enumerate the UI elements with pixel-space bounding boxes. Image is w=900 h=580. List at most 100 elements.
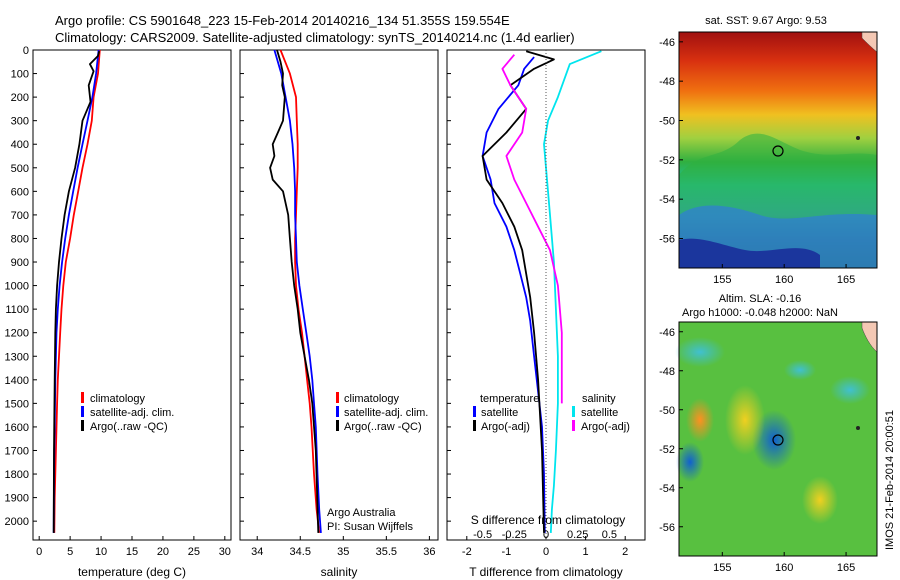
y-tick-label: 400 bbox=[11, 139, 29, 151]
y-tick-label: 1800 bbox=[5, 469, 29, 481]
sla-map-axes: 155 160 165 -46 -48 -50 -52 -54 -56 bbox=[659, 327, 855, 574]
x-tick-label-s: -0.5 bbox=[473, 529, 492, 541]
sst-coldest-water bbox=[679, 238, 820, 268]
y-tick-label: 1300 bbox=[5, 351, 29, 363]
x-tick-label: 155 bbox=[713, 274, 731, 286]
y-tick-label: 100 bbox=[11, 69, 29, 81]
y-tick-label: 2000 bbox=[5, 516, 29, 528]
legend-satellite: satellite-adj. clim. bbox=[344, 407, 428, 419]
difference-panel-frame bbox=[446, 49, 646, 541]
sst-map bbox=[678, 31, 878, 269]
x-tick-label-s: 0.25 bbox=[567, 529, 588, 541]
x-tick-label: 0 bbox=[36, 546, 42, 558]
y-tick-label: 200 bbox=[11, 92, 29, 104]
x-tick-label-s: 0 bbox=[543, 529, 549, 541]
sst-map-axes: 155 160 165 -46 -48 -50 -52 -54 -56 bbox=[659, 37, 855, 286]
y-tick-label: 1500 bbox=[5, 398, 29, 410]
y-tick-label: 600 bbox=[11, 186, 29, 198]
y-tick-label: -52 bbox=[659, 444, 675, 456]
legend-swatch-satellite bbox=[572, 406, 575, 417]
legend-title-salinity: salinity bbox=[582, 393, 616, 405]
legend-argo: Argo(..raw -QC) bbox=[344, 421, 422, 433]
series-line bbox=[273, 49, 322, 533]
x-tick-label-s: -0.25 bbox=[502, 529, 527, 541]
legend-satellite: satellite bbox=[581, 407, 618, 419]
difference-legend-temperature: temperature satellite Argo(-adj) bbox=[473, 393, 539, 433]
legend-swatch-satellite bbox=[473, 406, 476, 417]
sla-anomaly-low bbox=[676, 442, 704, 482]
argo-float-marker bbox=[772, 434, 784, 446]
temperature-plot: 0100200300400500600700800900100011001200… bbox=[5, 45, 231, 558]
legend-argo: Argo(-adj) bbox=[581, 421, 630, 433]
island-marker bbox=[856, 426, 860, 430]
sla-map-title-1: Altim. SLA: -0.16 bbox=[719, 293, 802, 305]
sla-anomaly-high bbox=[686, 398, 714, 442]
x-tick-label: 5 bbox=[67, 546, 73, 558]
x-tick-label: 35.5 bbox=[376, 546, 397, 558]
x-tick-label: 165 bbox=[837, 274, 855, 286]
sla-map bbox=[675, 321, 878, 557]
x-tick-label: 36 bbox=[423, 546, 435, 558]
temperature-legend: climatology satellite-adj. clim. Argo(..… bbox=[81, 392, 174, 433]
x-tick-label: 15 bbox=[126, 546, 138, 558]
x-tick-label: 30 bbox=[219, 546, 231, 558]
x-tick-label: 1 bbox=[583, 546, 589, 558]
series-line bbox=[52, 50, 101, 533]
y-tick-label: 900 bbox=[11, 257, 29, 269]
y-tick-label: -50 bbox=[659, 405, 675, 417]
y-tick-label: 1600 bbox=[5, 422, 29, 434]
x-tick-label: 160 bbox=[775, 274, 793, 286]
difference-legend-salinity: salinity satellite Argo(-adj) bbox=[572, 393, 630, 433]
y-tick-label: -46 bbox=[659, 327, 675, 339]
y-tick-label: -48 bbox=[659, 76, 675, 88]
sla-anomaly-high bbox=[725, 385, 765, 455]
y-tick-label: 1100 bbox=[5, 304, 29, 316]
header-line2: Climatology: CARS2009. Satellite-adjuste… bbox=[55, 30, 575, 45]
x-tick-label: 0 bbox=[543, 546, 549, 558]
series-line bbox=[269, 49, 320, 533]
sst-map-frame bbox=[678, 31, 878, 269]
salinity-xlabel: salinity bbox=[321, 565, 358, 579]
difference-plot: -2 -1 0 1 2 -0.5 -0.25 0 0.25 0.5 bbox=[447, 49, 628, 558]
sla-anomaly bbox=[830, 376, 870, 404]
series-line bbox=[53, 49, 101, 533]
y-tick-label: 1000 bbox=[5, 281, 29, 293]
x-tick-label: 165 bbox=[837, 562, 855, 574]
x-tick-label: 20 bbox=[157, 546, 169, 558]
difference-xlabel-top: S difference from climatology bbox=[471, 513, 626, 527]
legend-argo: Argo(..raw -QC) bbox=[90, 421, 168, 433]
y-tick-label: -46 bbox=[659, 37, 675, 49]
y-tick-label: 300 bbox=[11, 116, 29, 128]
x-tick-label: -1 bbox=[502, 546, 512, 558]
salinity-plot: 34 34.5 35 35.5 36 bbox=[240, 49, 436, 558]
legend-swatch-satellite bbox=[81, 406, 84, 417]
legend-climatology: climatology bbox=[344, 393, 400, 405]
y-tick-label: -56 bbox=[659, 234, 675, 246]
x-tick-label: 34 bbox=[251, 546, 263, 558]
salinity-panel-frame bbox=[239, 49, 439, 541]
sla-anomaly bbox=[675, 337, 725, 367]
y-tick-label: 1900 bbox=[5, 493, 29, 505]
y-tick-label: -56 bbox=[659, 522, 675, 534]
y-tick-label: -50 bbox=[659, 116, 675, 128]
legend-satellite: satellite bbox=[481, 407, 518, 419]
legend-swatch-argo bbox=[473, 420, 476, 431]
legend-swatch-climatology bbox=[336, 392, 339, 403]
y-tick-label: 0 bbox=[23, 45, 29, 57]
header-line1: Argo profile: CS 5901648_223 15-Feb-2014… bbox=[55, 13, 510, 28]
series-line bbox=[481, 50, 555, 533]
y-tick-label: 500 bbox=[11, 163, 29, 175]
x-tick-label: -2 bbox=[462, 546, 472, 558]
legend-climatology: climatology bbox=[90, 393, 146, 405]
annotation-pi: PI: Susan Wijffels bbox=[327, 521, 413, 533]
annotation-argo-australia: Argo Australia bbox=[327, 507, 396, 519]
legend-title-temperature: temperature bbox=[480, 393, 539, 405]
x-tick-label: 160 bbox=[775, 562, 793, 574]
y-tick-label: 1400 bbox=[5, 375, 29, 387]
series-line bbox=[279, 49, 321, 533]
difference-xlabel: T difference from climatology bbox=[469, 565, 623, 579]
y-tick-label: -52 bbox=[659, 155, 675, 167]
x-tick-label: 25 bbox=[188, 546, 200, 558]
argo-float-marker bbox=[772, 145, 784, 157]
